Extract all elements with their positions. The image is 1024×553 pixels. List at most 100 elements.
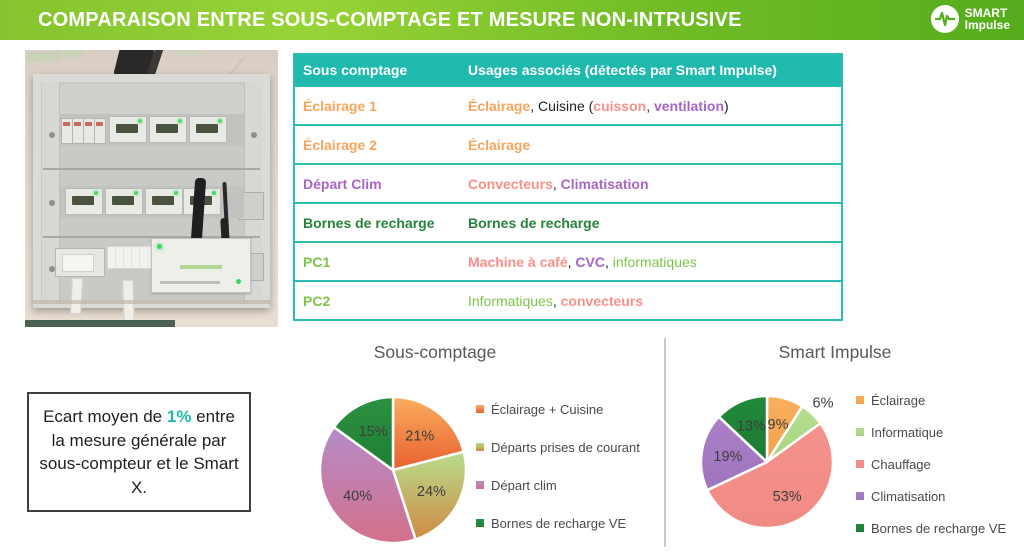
row-usages: Informatiques, convecteurs: [460, 293, 841, 309]
usage-segment: ,: [552, 292, 561, 309]
row-separator: [43, 168, 260, 170]
smart-impulse-pie-chart: 9% 6% 53% 19% 13%: [699, 394, 835, 530]
comparison-table: Sous comptage Usages associés (détectés …: [293, 53, 843, 321]
masking-tape: [65, 50, 83, 57]
pie-slice-2: [318, 425, 417, 545]
pie-value-label: 21%: [405, 428, 434, 444]
meter-lcd: [196, 124, 218, 133]
legend-label: Climatisation: [871, 488, 946, 504]
table-row: PC2 Informatiques, convecteurs: [295, 280, 841, 319]
meter-led: [218, 119, 222, 123]
table-body: Éclairage 1 Éclairage, Cuisine (cuisson, …: [295, 85, 841, 319]
pie2-title: Smart Impulse: [778, 342, 892, 362]
logo-brand-bottom: Impulse: [964, 18, 1010, 32]
usage-segment: Éclairage: [468, 136, 531, 153]
pie-value-label: 13%: [737, 419, 766, 435]
legend-item: Bornes de recharge VE: [476, 504, 640, 542]
gateway-led: [236, 279, 241, 284]
pie-value-label: 40%: [343, 489, 372, 505]
legend-swatch: [856, 492, 864, 500]
legend-swatch: [476, 405, 484, 413]
pie-value-label: 6%: [813, 395, 834, 411]
row-label: Éclairage 1: [303, 97, 377, 114]
logo-brand-top: SMART: [964, 6, 1008, 20]
row-usages: Convecteurs, Climatisation: [460, 176, 841, 192]
legend-item: Bornes de recharge VE: [856, 512, 1006, 544]
pulse-icon: [930, 5, 959, 33]
usage-segment: Bornes de recharge: [468, 214, 600, 231]
usage-segment: Éclairage: [468, 97, 531, 114]
usage-segment: ventilation: [653, 97, 724, 114]
meter-module: [105, 188, 143, 215]
breaker-mark: [74, 122, 81, 126]
legend-item: Départs prises de courant: [476, 428, 640, 466]
legend-swatch: [856, 428, 864, 436]
legend-label: Bornes de recharge VE: [491, 515, 627, 531]
usage-segment: ,: [646, 97, 654, 114]
legend-item: Informatique: [856, 416, 1006, 448]
meter-lcd: [152, 196, 174, 205]
gateway-label: [180, 265, 222, 269]
note-text: Ecart moyen de 1% entre la mesure généra…: [39, 407, 238, 497]
usage-segment: Machine à café: [468, 253, 568, 270]
meter-module: [109, 116, 147, 143]
gateway-led: [157, 244, 162, 249]
legend-label: Départs prises de courant: [491, 439, 640, 455]
sous-comptage-pie-chart: 21% 24% 40% 15%: [318, 395, 468, 545]
meter-led: [212, 191, 216, 195]
legend-label: Bornes de recharge VE: [871, 520, 1007, 536]
row-separator: [43, 236, 260, 238]
masking-tape: [175, 50, 201, 56]
masking-tape: [26, 51, 62, 62]
usage-segment: ,: [552, 175, 561, 192]
table-row: Bornes de recharge Bornes de recharge: [295, 202, 841, 241]
pie-value-label: 24%: [417, 484, 446, 500]
meter-module: [149, 116, 187, 143]
table-row: Éclairage 2 Éclairage: [295, 124, 841, 163]
electrical-panel-photo: [25, 50, 278, 327]
sous-comptage-legend: Éclairage + Cuisine Départs prises de cou…: [476, 390, 640, 542]
legend-label: Éclairage: [871, 392, 926, 408]
table-header-usages: Usages associés (détectés par Smart Impu…: [468, 62, 777, 78]
smart-impulse-legend: Éclairage Informatique Chauffage Climatisat…: [856, 384, 1006, 544]
meter-lcd: [116, 124, 138, 133]
legend-item: Climatisation: [856, 480, 1006, 512]
pie-value-label: 19%: [713, 449, 742, 465]
pie-slice-3: [699, 415, 769, 492]
row-label: Éclairage 2: [303, 136, 377, 153]
breaker-mark: [63, 122, 70, 126]
desk-shadow: [33, 300, 270, 304]
usage-segment: ,: [567, 253, 576, 270]
smart-x-gateway: [151, 238, 251, 293]
row-usages: Bornes de recharge: [460, 215, 841, 231]
pie-value-label: 15%: [359, 424, 388, 440]
charts-divider: [664, 338, 666, 547]
usage-segment: convecteurs: [560, 292, 644, 309]
usage-segment: Convecteurs: [468, 175, 553, 192]
row-label: Départ Clim: [303, 175, 382, 192]
note-box: Ecart moyen de 1% entre la mesure généra…: [27, 392, 251, 512]
pie1-title: Sous-comptage: [373, 342, 497, 362]
meter-module: [55, 248, 105, 277]
usage-segment: CVC: [575, 253, 605, 270]
header-bar: COMPARAISON ENTRE SOUS-COMPTAGE ET MESUR…: [0, 0, 1024, 40]
usage-segment: Informatiques: [468, 292, 553, 309]
legend-swatch: [856, 524, 864, 532]
meter-module: [145, 188, 183, 215]
meter-module: [189, 116, 227, 143]
legend-label: Chauffage: [871, 456, 931, 472]
pie-value-label: 9%: [768, 417, 789, 433]
legend-item: Départ clim: [476, 466, 640, 504]
breaker-mark: [85, 122, 92, 126]
smart-impulse-logo: SMART Impulse: [930, 5, 1010, 33]
row-label: Bornes de recharge: [303, 214, 435, 231]
row-usages: Machine à café, CVC, informatiques: [460, 254, 841, 270]
row-usages: Éclairage, Cuisine (cuisson, ventilation…: [460, 98, 841, 114]
usage-segment: Climatisation: [560, 175, 649, 192]
table-row: Départ Clim Convecteurs, Climatisation: [295, 163, 841, 202]
legend-swatch: [856, 396, 864, 404]
panel-top-band: [45, 84, 258, 114]
legend-label: Départ clim: [491, 477, 557, 493]
pie-slice-2: [706, 421, 835, 530]
legend-item: Chauffage: [856, 448, 1006, 480]
